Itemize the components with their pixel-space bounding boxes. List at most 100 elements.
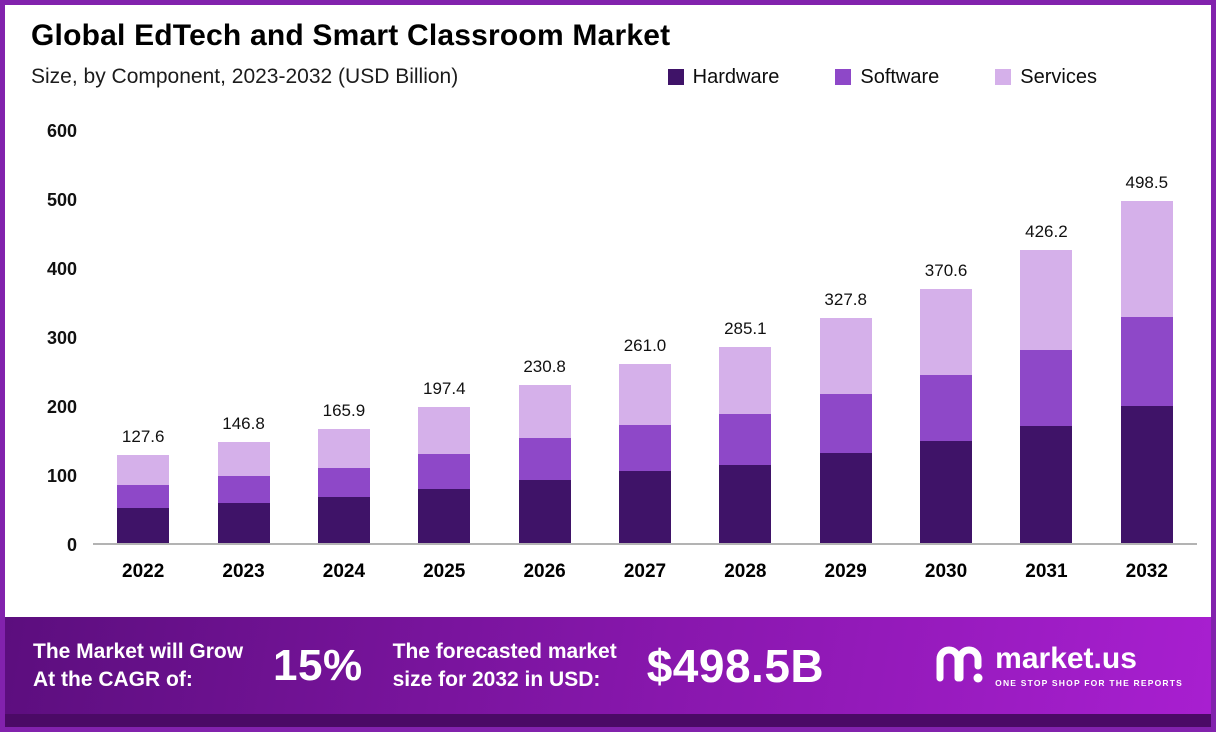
legend-item-hardware: Hardware [667, 66, 779, 89]
bar-group-2024: 165.9 [294, 131, 394, 543]
y-axis-tick-label: 200 [46, 397, 77, 418]
plot-area: 127.6 146.8 165.9 197.4 230.8 261.0 285.1 327.8… [93, 131, 1197, 545]
x-axis-label-2023: 2023 [222, 561, 265, 582]
x-axis-label-2025: 2025 [423, 561, 466, 582]
forecast-label: The forecasted market size for 2032 in U… [393, 638, 617, 693]
bar-segment-software [618, 424, 671, 472]
brand-texts: market.us ONE STOP SHOP FOR THE REPORTS [995, 641, 1183, 688]
bar-segment-services [317, 429, 370, 468]
cagr-value: 15% [273, 640, 363, 690]
forecast-label-line1: The forecasted market [392, 640, 617, 664]
bar-stack [1020, 131, 1073, 543]
x-axis-labels: 2022 2023 2024 2025 2026 2027 2028 2029 2030 2031… [5, 545, 1211, 617]
y-axis-tick-label: 500 [46, 190, 77, 210]
y-axis: 0 100 200 300 400 500 600 [5, 122, 93, 554]
bar-segment-hardware [920, 441, 973, 543]
bar-stack [317, 131, 370, 543]
bar-total-label: 261.0 [623, 335, 667, 355]
bar-segment-services [217, 442, 270, 477]
bar-stack [819, 131, 872, 543]
bar-total-label: 498.5 [1125, 172, 1169, 192]
bar-segment-services [117, 455, 170, 486]
bar-total-label: 285.1 [724, 319, 767, 339]
legend-item-software: Software [835, 66, 939, 89]
bar-segment-services [518, 384, 571, 439]
legend-swatch-software [835, 69, 852, 85]
bar-group-2022: 127.6 [93, 131, 193, 543]
bar-stack [618, 131, 671, 543]
page-title: Global EdTech and Smart Classroom Market [31, 19, 671, 52]
bar-total-label: 230.8 [523, 356, 566, 376]
chart-subtitle: Size, by Component, 2023-2032 (USD Billi… [31, 65, 459, 88]
bar-segment-services [418, 407, 471, 454]
bar-stack [117, 131, 170, 543]
marketus-brand: market.us ONE STOP SHOP FOR THE REPORTS [933, 642, 1183, 689]
bar-segment-hardware [117, 507, 170, 543]
x-axis-label-2030: 2030 [924, 561, 968, 582]
bar-total-label: 165.9 [322, 401, 366, 421]
y-axis-tick-label: 400 [46, 259, 77, 280]
cagr-label-line2: At the CAGR of: [33, 667, 193, 691]
bar-group-2029: 327.8 [796, 131, 896, 543]
x-axis-label-2027: 2027 [623, 561, 667, 582]
bar-total-label: 327.8 [824, 289, 867, 309]
bar-group-2031: 426.2 [996, 131, 1096, 543]
bar-segment-services [819, 317, 872, 395]
bar-segment-hardware [719, 464, 772, 543]
bar-group-2032: 498.5 [1097, 131, 1197, 543]
bar-stack [418, 131, 471, 543]
chart-header: Global EdTech and Smart Classroom Market… [5, 5, 1211, 131]
brand-name: market.us [995, 641, 1137, 675]
bar-segment-hardware [317, 497, 370, 543]
bar-segment-hardware [217, 502, 270, 543]
x-axis-label-2031: 2031 [1025, 561, 1068, 582]
bar-stack [1120, 131, 1173, 543]
x-axis-label-2028: 2028 [724, 561, 767, 582]
legend-label: Services [1020, 65, 1097, 88]
x-axis-label-2026: 2026 [523, 561, 566, 582]
x-axis-label-2029: 2029 [824, 561, 867, 582]
bar-segment-hardware [418, 488, 471, 543]
y-axis-tick-label: 600 [46, 121, 77, 141]
subtitle-row: Size, by Component, 2023-2032 (USD Billi… [31, 65, 1185, 89]
bar-segment-services [920, 288, 973, 376]
bar-segment-services [1120, 200, 1173, 318]
y-axis-tick-label: 100 [46, 466, 77, 487]
y-axis-tick-label: 300 [46, 328, 77, 348]
bar-segment-hardware [1020, 425, 1073, 543]
bar-segment-services [719, 347, 772, 414]
bar-segment-software [719, 413, 772, 465]
bar-group-2026: 230.8 [494, 131, 594, 543]
bar-segment-services [1020, 250, 1073, 350]
legend-swatch-services [995, 69, 1012, 85]
footer-banner-content: The Market will Grow At the CAGR of: 15%… [5, 617, 1211, 714]
bar-total-label: 197.4 [422, 379, 466, 399]
bar-segment-hardware [618, 471, 671, 543]
footer-banner: The Market will Grow At the CAGR of: 15%… [5, 617, 1211, 727]
cagr-label: The Market will Grow At the CAGR of: [33, 638, 243, 693]
bar-segment-software [418, 453, 471, 489]
chart-legend: Hardware Software Services [667, 66, 1097, 89]
bar-total-label: 370.6 [924, 260, 968, 280]
bar-group-2023: 146.8 [193, 131, 293, 543]
bar-stack [518, 131, 571, 543]
bar-segment-software [117, 485, 170, 508]
bar-segment-services [618, 363, 671, 425]
bar-group-2030: 370.6 [896, 131, 996, 543]
bar-group-2027: 261.0 [595, 131, 695, 543]
bar-total-label: 146.8 [222, 414, 265, 434]
bar-group-2025: 197.4 [394, 131, 494, 543]
legend-label: Software [860, 65, 940, 88]
bar-stack [920, 131, 973, 543]
forecast-label-line2: size for 2032 in USD: [392, 667, 601, 691]
bar-stack [719, 131, 772, 543]
x-axis-label-2022: 2022 [122, 561, 165, 582]
bar-segment-software [1120, 317, 1173, 407]
banner-bottom-strip [5, 714, 1211, 727]
cagr-label-line1: The Market will Grow [33, 640, 244, 664]
legend-item-services: Services [995, 66, 1097, 89]
bar-segment-software [1020, 349, 1073, 426]
x-axis-label-2024: 2024 [322, 561, 366, 582]
bar-segment-hardware [819, 452, 872, 543]
forecast-value: $498.5B [646, 639, 825, 692]
